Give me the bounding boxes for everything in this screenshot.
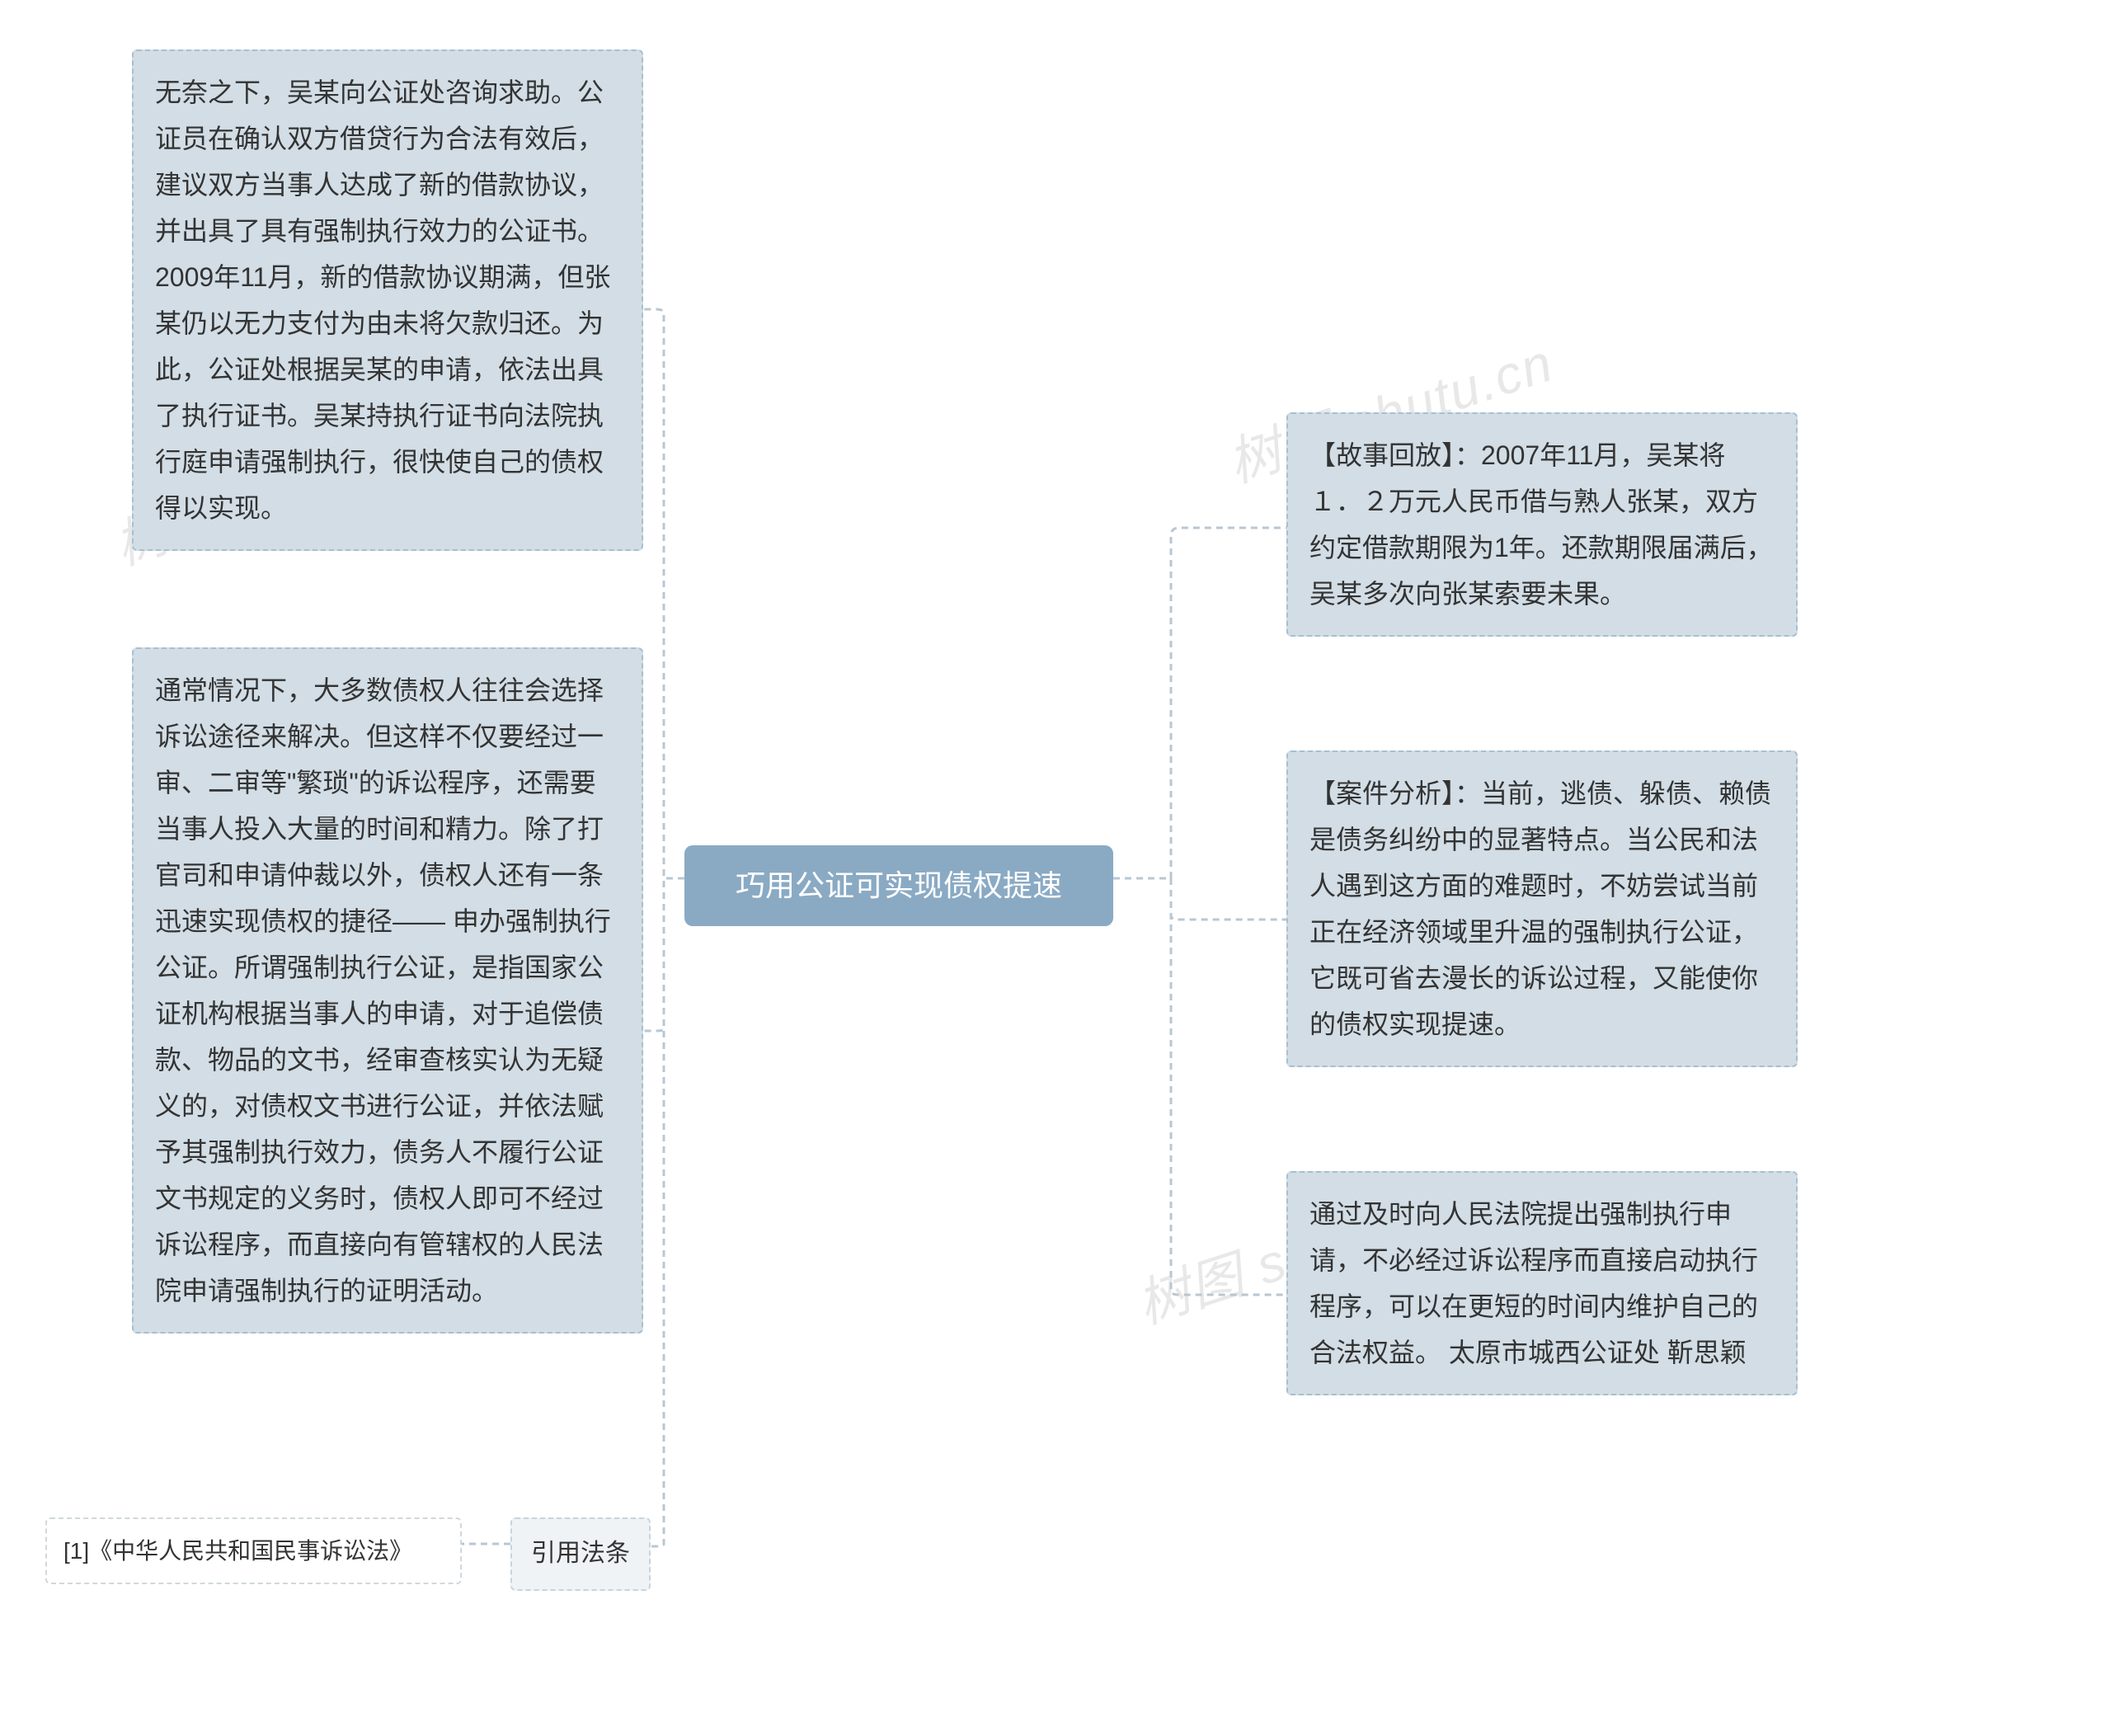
left-node-citation-item: [1]《中华人民共和国民事诉讼法》: [45, 1517, 462, 1584]
center-node: 巧用公证可实现债权提速: [684, 845, 1113, 926]
mindmap-canvas: 树图 shutu.cn 树图 shutu.cn 树图 shutu.cn 巧用公证…: [0, 0, 2111, 1736]
left-node-1: 无奈之下，吴某向公证处咨询求助。公证员在确认双方借贷行为合法有效后，建议双方当事…: [132, 49, 643, 551]
right-node-analysis: 【案件分析】：当前，逃债、躲债、赖债是债务纠纷中的显著特点。当公民和法人遇到这方…: [1286, 750, 1798, 1067]
right-node-conclusion: 通过及时向人民法院提出强制执行申请，不必经过诉讼程序而直接启动执行程序，可以在更…: [1286, 1171, 1798, 1395]
left-node-2: 通常情况下，大多数债权人往往会选择诉讼途径来解决。但这样不仅要经过一审、二审等"…: [132, 647, 643, 1334]
left-node-citation-label: 引用法条: [510, 1517, 651, 1591]
right-node-story: 【故事回放】：2007年11月，吴某将１．２万元人民币借与熟人张某，双方约定借款…: [1286, 412, 1798, 637]
